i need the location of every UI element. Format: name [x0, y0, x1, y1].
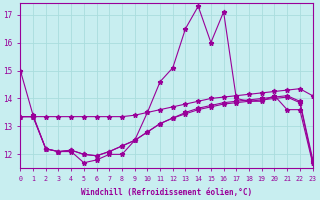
X-axis label: Windchill (Refroidissement éolien,°C): Windchill (Refroidissement éolien,°C): [81, 188, 252, 197]
